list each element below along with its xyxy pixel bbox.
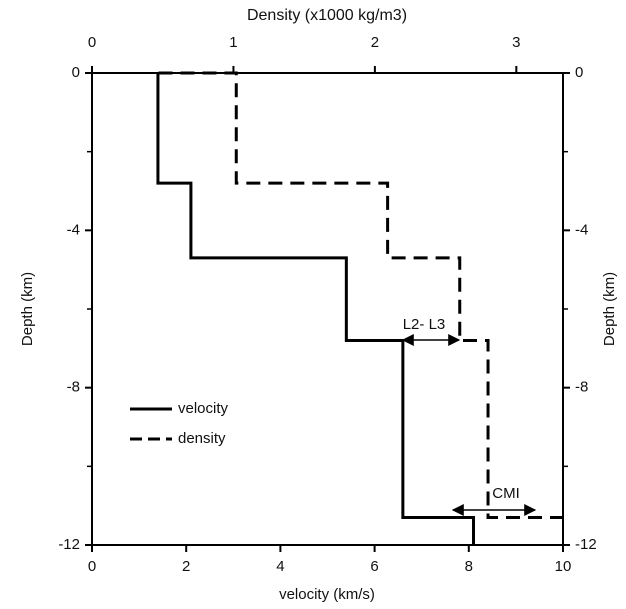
x2-tick-label: 3	[512, 34, 520, 51]
y-tick-label: -12	[58, 536, 80, 553]
annotation: CMI	[492, 485, 520, 502]
y-axis-label: Depth (km)	[19, 272, 36, 346]
y-tick-label-right: -12	[575, 536, 597, 553]
x-tick-label: 0	[88, 558, 96, 575]
series-line	[158, 71, 563, 519]
y-tick-label-right: -4	[575, 221, 588, 238]
x-tick-label: 6	[370, 558, 378, 575]
x-tick-label: 10	[555, 558, 572, 575]
annotation: L2- L3	[403, 316, 446, 333]
legend-label: density	[178, 430, 226, 447]
legend-label: velocity	[178, 400, 229, 417]
x-tick-label: 8	[465, 558, 473, 575]
x-tick-label: 2	[182, 558, 190, 575]
x2-tick-label: 2	[371, 34, 379, 51]
y-axis-label-right: Depth (km)	[601, 272, 618, 346]
x-axis-label: velocity (km/s)	[279, 586, 375, 603]
x2-axis-label: Density (x1000 kg/m3)	[247, 7, 407, 24]
plot-frame	[91, 72, 564, 546]
x2-tick-label: 1	[229, 34, 237, 51]
y-tick-label: 0	[72, 64, 80, 81]
series-line	[156, 73, 476, 545]
y-tick-label-right: -8	[575, 379, 588, 396]
y-tick-label: -4	[67, 221, 80, 238]
y-tick-label-right: 0	[575, 64, 583, 81]
x2-tick-label: 0	[88, 34, 96, 51]
x-tick-label: 4	[276, 558, 284, 575]
y-tick-label: -8	[67, 379, 80, 396]
